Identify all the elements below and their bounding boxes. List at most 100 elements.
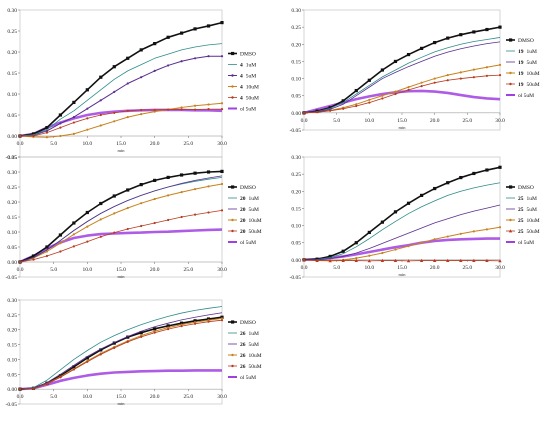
- x-axis-label: min: [398, 125, 406, 130]
- data-point: [32, 258, 35, 261]
- legend-compound: 4: [240, 74, 243, 80]
- y-tick-label: 0.10: [7, 357, 17, 363]
- data-point: [420, 46, 424, 50]
- legend-marker: [509, 82, 512, 86]
- data-point: [381, 251, 384, 255]
- x-tick-label: 10.0: [365, 265, 375, 271]
- data-point: [420, 241, 423, 244]
- x-axis-label: min: [117, 274, 125, 279]
- data-point: [207, 55, 210, 58]
- data-point: [167, 108, 170, 111]
- legend-label: ol 5uM: [240, 240, 256, 246]
- legend-compound: 26: [240, 364, 246, 370]
- legend-label: 4 1uM: [240, 63, 256, 69]
- data-point: [45, 382, 49, 386]
- data-point: [166, 175, 170, 179]
- y-tick-label: 0.15: [291, 59, 301, 65]
- series-line: [20, 108, 222, 137]
- data-point: [45, 250, 49, 253]
- data-point: [45, 129, 49, 133]
- data-point: [407, 245, 410, 248]
- y-tick-label: 0.00: [7, 387, 17, 393]
- data-point: [140, 108, 143, 112]
- data-point: [368, 254, 371, 257]
- data-point: [72, 100, 76, 104]
- y-tick-label: 0.30: [7, 170, 17, 176]
- legend-label: 19 1uM: [518, 49, 537, 55]
- legend-compound: 19: [518, 82, 524, 88]
- data-point: [153, 69, 156, 72]
- data-point: [180, 191, 183, 194]
- plot-area: [303, 156, 501, 278]
- data-point: [99, 99, 102, 102]
- legend-item: 25 10uM: [506, 218, 540, 224]
- legend-item: DMSO: [228, 52, 256, 58]
- data-point: [59, 122, 62, 125]
- data-point: [153, 42, 157, 46]
- data-point: [112, 65, 116, 69]
- data-point: [180, 215, 183, 219]
- data-point: [126, 116, 129, 119]
- legend-label: 26 50uM: [240, 364, 262, 370]
- data-point: [342, 107, 345, 110]
- data-point: [45, 254, 49, 258]
- x-tick-label: 0.0: [17, 267, 24, 273]
- legend-item: 26 50uM: [228, 364, 262, 370]
- data-point: [433, 77, 436, 80]
- data-point: [59, 376, 62, 379]
- series-line: [19, 170, 223, 263]
- data-point: [485, 168, 489, 172]
- data-point: [394, 248, 397, 251]
- legend-item: 25 50uM: [506, 229, 540, 235]
- data-point: [32, 387, 35, 390]
- series-26-1um: [19, 306, 223, 390]
- x-tick-label: 5.0: [50, 141, 57, 147]
- data-point: [72, 221, 76, 225]
- series-4-50um: [18, 108, 224, 138]
- data-point: [459, 71, 462, 74]
- data-point: [341, 258, 345, 262]
- series-line: [303, 37, 501, 114]
- data-point: [485, 228, 489, 231]
- y-tick-label: 0.25: [291, 25, 301, 31]
- y-tick-label: 0.30: [7, 298, 17, 304]
- x-tick-label: 15.0: [116, 394, 126, 400]
- series-line: [303, 26, 501, 114]
- legend-item: 19 5uM: [506, 60, 537, 66]
- data-point: [180, 108, 183, 111]
- y-tick-label: 0.10: [7, 92, 17, 98]
- data-point: [153, 178, 157, 182]
- data-point: [126, 56, 130, 60]
- x-tick-label: 30.0: [495, 265, 505, 271]
- series-19-50um: [302, 74, 502, 114]
- legend-item: 19 50uM: [506, 82, 540, 88]
- legend-dose: 5uM: [249, 207, 260, 213]
- data-point: [193, 319, 197, 323]
- data-point: [72, 368, 75, 371]
- data-point: [140, 76, 143, 79]
- data-point: [72, 132, 75, 135]
- x-tick-label: 0.0: [301, 118, 308, 124]
- data-point: [140, 335, 143, 338]
- legend-label: 20 5uM: [240, 207, 259, 213]
- legend-dose: 5uM: [249, 342, 260, 348]
- x-tick-label: 0.0: [17, 141, 24, 147]
- legend-dose: 50uM: [527, 229, 540, 235]
- data-point: [86, 225, 89, 228]
- series-20-10um: [18, 182, 224, 264]
- legend-marker: [231, 185, 235, 189]
- series-line: [303, 226, 501, 262]
- data-point: [485, 27, 489, 32]
- data-point: [367, 259, 372, 263]
- legend-label: 20 10uM: [240, 218, 262, 224]
- data-point: [393, 258, 398, 262]
- data-point: [207, 108, 210, 111]
- data-point: [446, 181, 450, 185]
- legend-label: DMSO: [518, 38, 534, 44]
- x-tick-label: 5.0: [333, 118, 340, 124]
- legend-dose: 10uM: [249, 218, 262, 224]
- y-tick-label: 0.25: [7, 29, 17, 35]
- series-line: [303, 41, 501, 114]
- plot-area: [19, 156, 223, 278]
